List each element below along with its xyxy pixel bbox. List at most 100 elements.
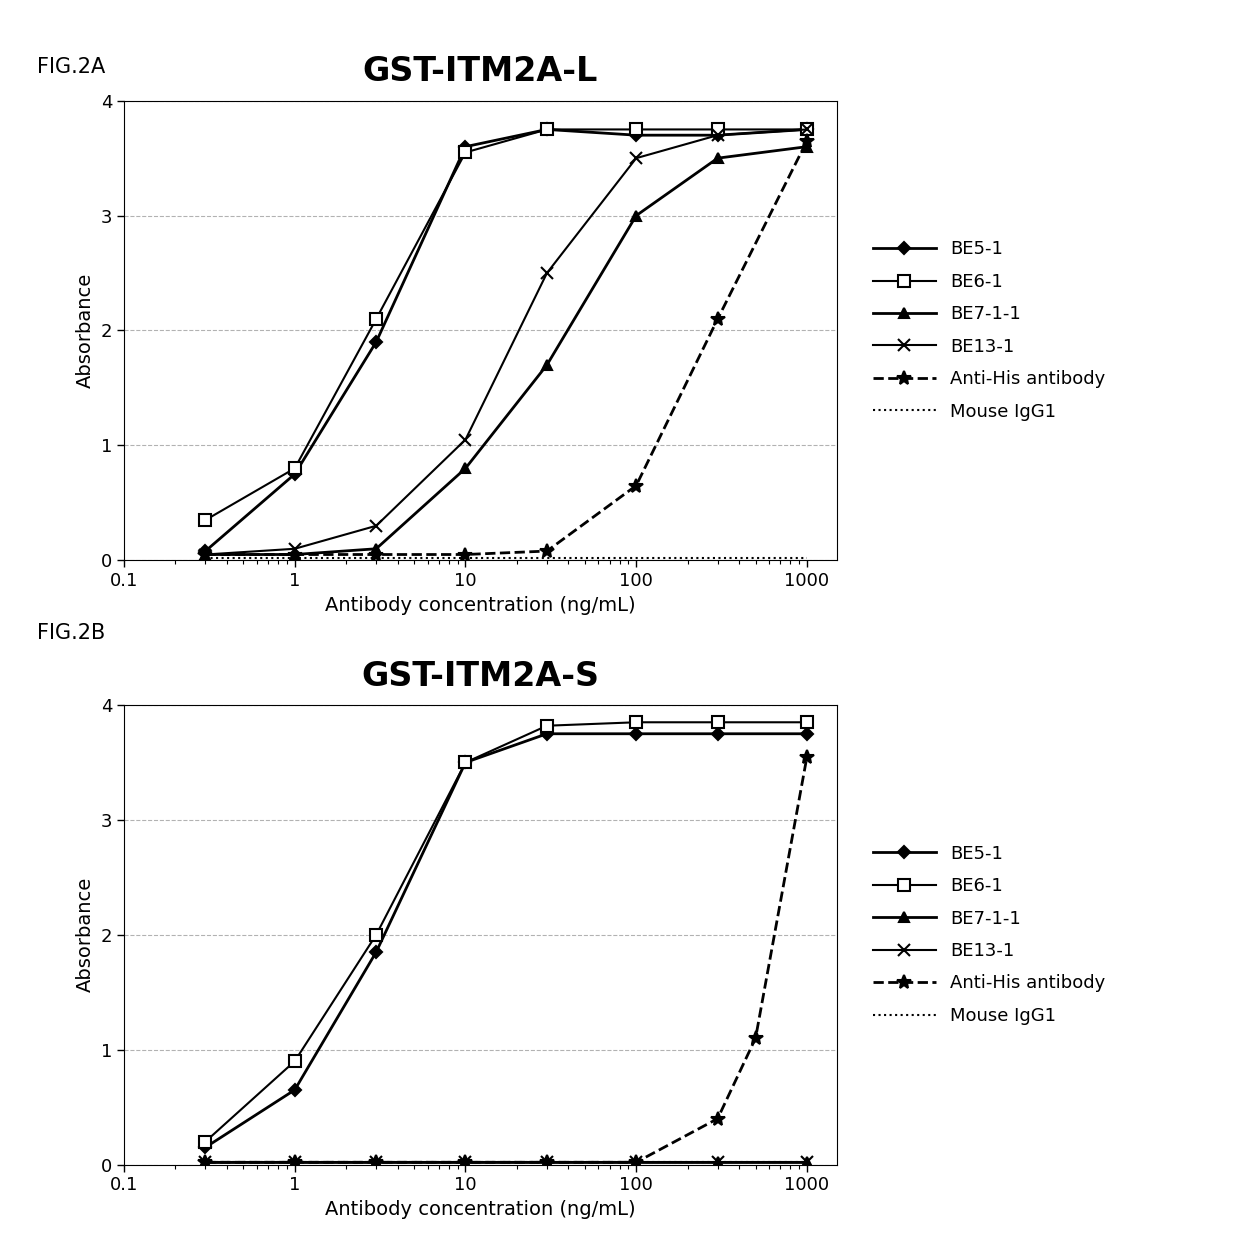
BE13-1 <box>629 151 644 166</box>
BE7-1-1 <box>800 138 815 154</box>
BE5-1 <box>539 726 554 742</box>
BE5-1 <box>458 755 472 771</box>
BE6-1 <box>198 512 213 528</box>
Mouse IgG1 <box>458 1155 472 1170</box>
Line: BE6-1: BE6-1 <box>200 716 812 1147</box>
BE13-1 <box>458 1155 472 1170</box>
BE13-1 <box>539 1155 554 1170</box>
Text: FIG.2B: FIG.2B <box>37 623 105 643</box>
BE6-1 <box>288 461 303 476</box>
BE7-1-1 <box>711 151 725 166</box>
Anti-His antibody <box>748 1031 763 1046</box>
BE6-1 <box>711 715 725 730</box>
BE6-1 <box>368 311 383 326</box>
BE5-1 <box>198 1139 213 1155</box>
BE5-1 <box>629 726 644 742</box>
BE13-1 <box>800 1155 815 1170</box>
Mouse IgG1 <box>711 550 725 565</box>
BE13-1 <box>368 519 383 534</box>
Anti-His antibody <box>711 1110 725 1126</box>
BE6-1 <box>198 1134 213 1149</box>
BE13-1 <box>198 1155 213 1170</box>
Mouse IgG1 <box>368 550 383 565</box>
Mouse IgG1 <box>629 1155 644 1170</box>
Line: BE7-1-1: BE7-1-1 <box>201 1157 812 1167</box>
BE6-1 <box>629 715 644 730</box>
BE5-1 <box>288 467 303 482</box>
Mouse IgG1 <box>198 550 213 565</box>
Line: BE13-1: BE13-1 <box>200 1157 812 1168</box>
BE7-1-1 <box>800 1155 815 1170</box>
BE7-1-1 <box>368 1155 383 1170</box>
BE7-1-1 <box>198 546 213 562</box>
Mouse IgG1 <box>368 1155 383 1170</box>
BE6-1 <box>800 122 815 137</box>
Legend: BE5-1, BE6-1, BE7-1-1, BE13-1, Anti-His antibody, Mouse IgG1: BE5-1, BE6-1, BE7-1-1, BE13-1, Anti-His … <box>866 233 1112 428</box>
Anti-His antibody <box>629 478 644 494</box>
BE5-1 <box>711 127 725 142</box>
BE5-1 <box>288 1083 303 1098</box>
BE13-1 <box>629 1155 644 1170</box>
Line: BE5-1: BE5-1 <box>201 126 811 555</box>
BE13-1 <box>711 127 725 142</box>
BE6-1 <box>800 715 815 730</box>
Mouse IgG1 <box>198 1155 213 1170</box>
BE5-1 <box>629 127 644 142</box>
BE6-1 <box>368 927 383 942</box>
Mouse IgG1 <box>800 550 815 565</box>
Anti-His antibody <box>458 546 472 562</box>
BE13-1 <box>368 1155 383 1170</box>
BE7-1-1 <box>458 1155 472 1170</box>
Anti-His antibody <box>198 1155 213 1170</box>
BE7-1-1 <box>458 461 472 476</box>
Mouse IgG1 <box>800 1155 815 1170</box>
BE7-1-1 <box>198 1155 213 1170</box>
Anti-His antibody <box>458 1155 472 1170</box>
Anti-His antibody <box>288 1155 303 1170</box>
BE6-1 <box>288 1054 303 1069</box>
BE5-1 <box>800 122 815 137</box>
BE13-1 <box>458 432 472 447</box>
Mouse IgG1 <box>288 550 303 565</box>
Mouse IgG1 <box>539 550 554 565</box>
BE6-1 <box>458 145 472 160</box>
BE13-1 <box>800 122 815 137</box>
BE5-1 <box>711 726 725 742</box>
BE6-1 <box>711 122 725 137</box>
Mouse IgG1 <box>539 1155 554 1170</box>
Anti-His antibody <box>539 1155 554 1170</box>
Line: Anti-His antibody: Anti-His antibody <box>198 750 813 1170</box>
BE6-1 <box>629 122 644 137</box>
X-axis label: Antibody concentration (ng/mL): Antibody concentration (ng/mL) <box>325 596 636 614</box>
BE7-1-1 <box>288 546 303 562</box>
Text: FIG.2A: FIG.2A <box>37 57 105 77</box>
Title: GST-ITM2A-S: GST-ITM2A-S <box>362 660 599 692</box>
Line: BE5-1: BE5-1 <box>201 730 811 1152</box>
Mouse IgG1 <box>458 550 472 565</box>
Anti-His antibody <box>800 749 815 764</box>
Title: GST-ITM2A-L: GST-ITM2A-L <box>363 55 598 88</box>
BE5-1 <box>368 335 383 350</box>
Line: BE6-1: BE6-1 <box>200 123 812 525</box>
BE7-1-1 <box>368 541 383 556</box>
BE7-1-1 <box>539 358 554 373</box>
BE6-1 <box>539 718 554 733</box>
Anti-His antibody <box>629 1155 644 1170</box>
Anti-His antibody <box>288 546 303 562</box>
BE6-1 <box>458 755 472 771</box>
BE13-1 <box>288 1155 303 1170</box>
Mouse IgG1 <box>629 550 644 565</box>
BE6-1 <box>539 122 554 137</box>
BE5-1 <box>539 122 554 137</box>
BE7-1-1 <box>711 1155 725 1170</box>
Anti-His antibody <box>711 311 725 326</box>
Anti-His antibody <box>539 544 554 559</box>
BE13-1 <box>711 1155 725 1170</box>
X-axis label: Antibody concentration (ng/mL): Antibody concentration (ng/mL) <box>325 1200 636 1219</box>
BE13-1 <box>198 546 213 562</box>
BE13-1 <box>539 266 554 281</box>
BE7-1-1 <box>629 208 644 223</box>
Y-axis label: Absorbance: Absorbance <box>76 878 95 992</box>
Anti-His antibody <box>368 1155 383 1170</box>
BE5-1 <box>368 944 383 959</box>
